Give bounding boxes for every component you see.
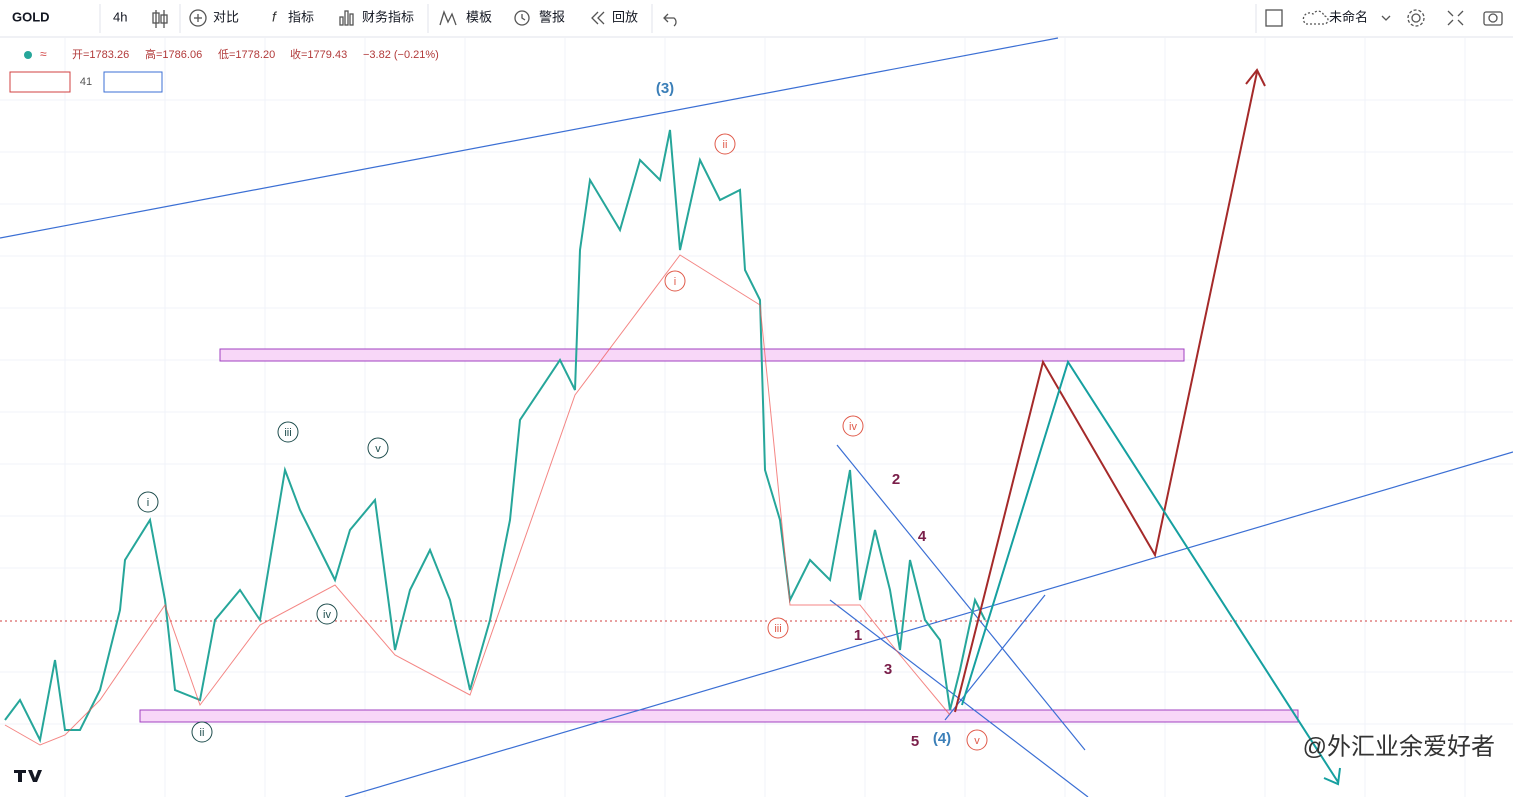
projection-red xyxy=(954,71,1258,713)
tv-logo xyxy=(14,770,42,782)
wave-label: iv xyxy=(849,421,857,433)
wave-circle xyxy=(714,133,736,155)
toolbar-items: GOLD 4h 对比 指标 财务指标 模板 警报 回放 未命名 xyxy=(12,9,1368,24)
wave-label: i xyxy=(147,497,149,509)
support-zone xyxy=(139,709,1299,723)
legend-close: 收=1779.43 xyxy=(290,47,347,61)
wave-label: v xyxy=(375,443,381,455)
wave-label: 5 xyxy=(911,733,919,750)
spread: 41 xyxy=(80,76,92,88)
ask-box xyxy=(103,71,163,93)
toolbar-button[interactable]: 对比 xyxy=(213,9,239,24)
legend-high: 高=1786.06 xyxy=(145,47,202,61)
wave-label: iii xyxy=(774,623,781,635)
fx-icon: f xyxy=(272,9,278,25)
toolbar-button[interactable]: 指标 xyxy=(288,9,314,24)
wave-label: 3 xyxy=(884,661,892,678)
wave-label: iv xyxy=(323,609,331,621)
wave-label: v xyxy=(974,735,980,747)
wave-circle xyxy=(966,729,988,751)
wave-label: (4) xyxy=(933,730,951,747)
status-icon: ≈ xyxy=(40,47,47,61)
wave-circle xyxy=(137,491,159,513)
wave-circle xyxy=(842,415,864,437)
legend: 开=1783.26 高=1786.06 低=1778.20 收=1779.43 −3.8… xyxy=(20,47,439,88)
toolbar xyxy=(0,0,1513,37)
wave-label: ii xyxy=(200,727,205,739)
wave-circle xyxy=(277,421,299,443)
wave-label: 1 xyxy=(854,627,862,644)
toolbar-icons xyxy=(152,9,1503,28)
projection-teal xyxy=(961,359,1339,783)
toolbar-separators xyxy=(99,4,1257,33)
wave-label: i xyxy=(674,276,676,288)
wave-circle xyxy=(367,437,389,459)
symbol[interactable]: GOLD xyxy=(12,9,50,24)
legend-open: 开=1783.26 xyxy=(72,49,129,61)
wave-circle xyxy=(191,721,213,743)
wave-label: 2 xyxy=(892,471,900,488)
wave-label: ii xyxy=(723,139,728,151)
toolbar-button[interactable]: 警报 xyxy=(539,9,565,24)
price-path-down xyxy=(4,254,951,746)
layout-name[interactable]: 未命名 xyxy=(1329,9,1368,24)
resistance-zone xyxy=(219,348,1185,362)
arrow-head-red xyxy=(1245,68,1266,87)
status-dot xyxy=(24,51,32,59)
grid xyxy=(0,38,1513,797)
legend-change: −3.82 (−0.21%) xyxy=(363,49,439,61)
arrow-head-teal xyxy=(1323,767,1341,786)
toolbar-button[interactable]: 回放 xyxy=(612,9,638,24)
toolbar-button[interactable]: 模板 xyxy=(466,9,492,24)
wave-circle xyxy=(664,270,686,292)
wave-label: iii xyxy=(284,427,291,439)
interval[interactable]: 4h xyxy=(113,9,127,24)
wave-label: 4 xyxy=(918,528,927,545)
wave-circle xyxy=(767,617,789,639)
price-path xyxy=(4,129,986,744)
wave-circle xyxy=(316,603,338,625)
toolbar-button[interactable]: 财务指标 xyxy=(362,9,414,24)
wave-label: (3) xyxy=(656,80,674,97)
legend-low: 低=1778.20 xyxy=(218,48,275,61)
bid-box xyxy=(9,71,71,93)
watermark: @外汇业余爱好者 xyxy=(1303,733,1495,760)
